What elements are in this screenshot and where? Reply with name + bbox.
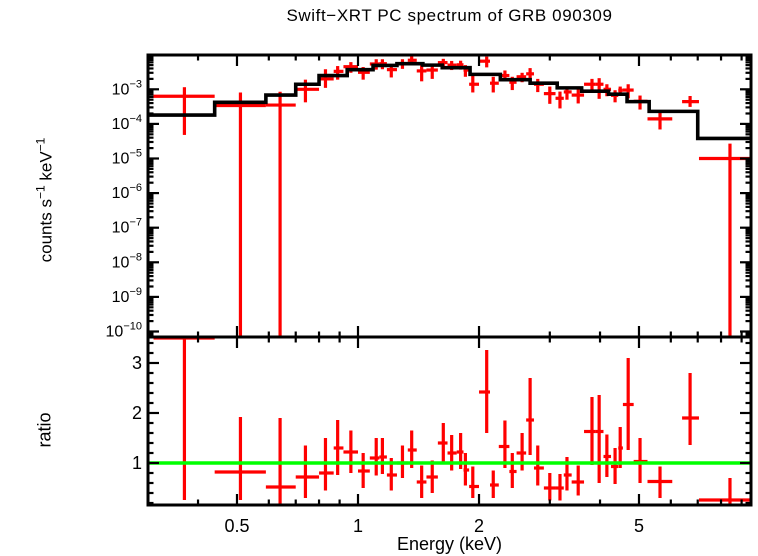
ratio-point: [595, 395, 604, 483]
tick-labels: 10−3 10−4 10−5 10−6 10−7 10−8 10−9 10−10 1 2 3 0.5 1…: [106, 78, 644, 536]
data-point: [469, 75, 480, 93]
ratio-panel-y-axis-label: ratio: [34, 412, 55, 448]
ratio-point: [633, 438, 648, 483]
ratio-point: [509, 453, 517, 488]
ratio-point: [498, 420, 510, 468]
ratio-tick-label: 1: [132, 453, 142, 473]
data-point: [265, 91, 296, 337]
x-tick-label: 2: [474, 516, 484, 536]
ratio-point: [543, 473, 556, 501]
ratio-point: [369, 438, 380, 476]
ratio-point: [516, 433, 527, 471]
ratio-tick-label: 3: [132, 353, 142, 373]
ratio-point: [447, 435, 457, 471]
axis-ticks: [148, 55, 751, 505]
ratio-point: [490, 470, 499, 498]
chart-title: Swift−XRT PC spectrum of GRB 090309: [286, 6, 613, 25]
data-point: [543, 86, 556, 104]
ratio-point: [526, 378, 534, 455]
y-tick-label: 10−6: [112, 182, 142, 202]
y-label-text: counts s: [36, 199, 56, 263]
ratio-point: [416, 465, 427, 498]
data-point: [490, 76, 499, 93]
ratio-point: [682, 373, 699, 445]
y-tick-label: 10−10: [106, 321, 142, 341]
x-axis-label: Energy (keV): [396, 534, 503, 554]
ratio-point: [426, 460, 438, 493]
data-point: [153, 87, 215, 135]
ratio-point: [437, 423, 448, 463]
ratio-point: [358, 453, 370, 488]
data-point: [319, 69, 334, 88]
data-point: [571, 89, 585, 104]
ratio-point: [647, 466, 673, 498]
data-point: [647, 112, 673, 130]
ratio-panel-data-points: [153, 337, 751, 505]
ratio-point: [214, 417, 266, 500]
y-label-superscript: −1: [33, 137, 48, 152]
data-point: [214, 92, 266, 337]
ratio-point: [469, 466, 480, 498]
y-tick-label: 10−4: [112, 113, 142, 133]
x-tick-label: 1: [353, 516, 363, 536]
top-panel-data-points: [153, 56, 751, 337]
data-point: [682, 96, 699, 107]
y-tick-label: 10−9: [112, 286, 142, 306]
data-point: [533, 78, 544, 93]
ratio-point: [153, 337, 215, 500]
ratio-tick-label: 2: [132, 403, 142, 423]
ratio-point: [479, 350, 491, 433]
y-tick-label: 10−8: [112, 251, 142, 271]
model-step-line: [148, 61, 751, 141]
y-tick-label: 10−3: [112, 78, 142, 98]
y-label-text: keV: [36, 151, 56, 186]
y-tick-label: 10−7: [112, 217, 142, 237]
ratio-point: [618, 427, 623, 468]
y-label-superscript: −1: [33, 185, 48, 200]
x-tick-label: 5: [634, 516, 644, 536]
ratio-point: [343, 430, 358, 473]
ratio-point: [571, 465, 585, 496]
ratio-point: [295, 445, 320, 498]
y-tick-label: 10−5: [112, 148, 142, 168]
data-point: [333, 66, 344, 80]
ratio-point: [333, 420, 344, 475]
x-tick-label: 0.5: [224, 516, 249, 536]
data-point: [698, 143, 751, 337]
ratio-point: [622, 358, 634, 450]
ratio-point: [379, 438, 387, 474]
ratio-point: [603, 434, 612, 477]
ratio-point: [555, 474, 564, 501]
ratio-point: [698, 478, 751, 505]
ratio-point: [584, 397, 596, 465]
data-point: [416, 64, 427, 82]
top-panel-y-axis-label: counts s−1 keV−1: [34, 138, 57, 263]
data-point: [611, 90, 619, 103]
ratio-point: [463, 453, 470, 486]
data-point: [555, 91, 564, 109]
ratio-point: [611, 448, 619, 484]
data-point: [595, 78, 604, 99]
data-point: [479, 56, 491, 68]
ratio-point: [533, 445, 544, 486]
